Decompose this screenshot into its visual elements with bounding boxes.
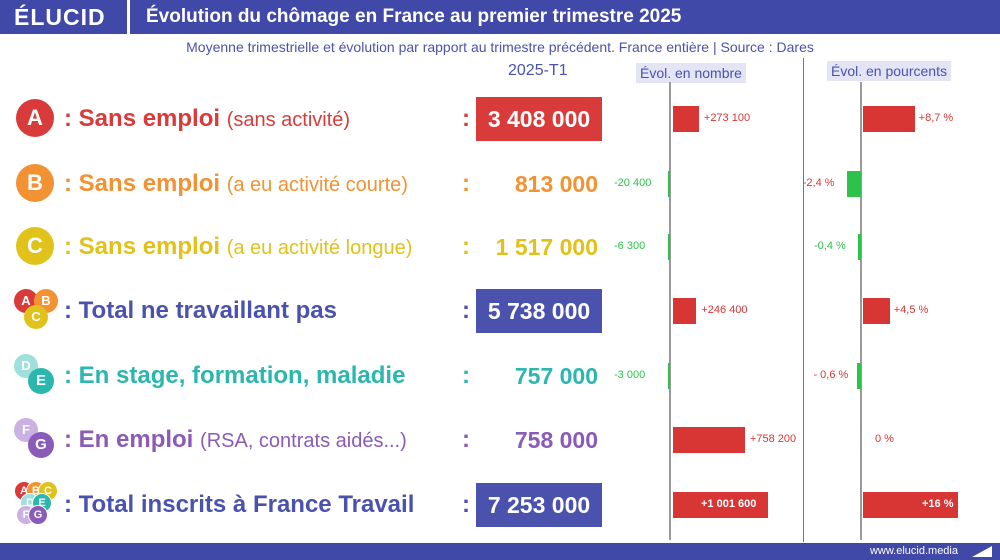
evol-pct-label: +4,5 % (893, 304, 929, 316)
evol-nombre-label: -20 400 (614, 177, 652, 189)
row-badge: C (14, 223, 60, 269)
evol-pct-bar (863, 492, 958, 518)
row-label-main: Sans emploi (78, 105, 221, 132)
row-label: : Sans emploi (a eu activité courte) (64, 170, 408, 197)
row-label-main: Total inscrits à France Travail (78, 491, 415, 518)
row-label-main: Total ne travaillant pas (78, 297, 337, 324)
row-label-sub: (sans activité) (226, 109, 351, 131)
evol-pct-label: -2,4 % (802, 177, 835, 189)
evol-nombre-bar (673, 492, 768, 518)
evol-pct-label: 0 % (875, 433, 894, 445)
row-value: 3 408 000 (476, 97, 602, 141)
evol-nombre-axis (669, 82, 671, 540)
row-badge: B (14, 160, 60, 206)
footer-bar: www.elucid.media (0, 543, 1000, 560)
row-label-main: En stage, formation, maladie (78, 362, 406, 389)
evol-nombre-label: -3 000 (614, 369, 646, 381)
evol-pct-label: +16 % (922, 498, 954, 510)
column-separator (803, 58, 804, 542)
row-label-sub: (a eu activité longue) (226, 237, 413, 259)
row-label: : En emploi (RSA, contrats aidés...) (64, 426, 407, 453)
footer-site: www.elucid.media (869, 545, 958, 557)
row-label-main: Sans emploi (78, 233, 221, 260)
row-colon: : (462, 362, 470, 389)
row-colon: : (462, 170, 470, 197)
row-colon: : (462, 105, 470, 132)
badge-letter-g: G (28, 432, 54, 458)
badge-letter-c: C (24, 305, 48, 329)
evol-nombre-bar (668, 363, 670, 389)
row-value: 813 000 (514, 171, 598, 197)
row-label: : Total ne travaillant pas (64, 297, 337, 324)
evol-nombre-bar (668, 234, 670, 260)
header-bar: ÉLUCID Évolution du chômage en France au… (0, 0, 1000, 34)
chart-subtitle: Moyenne trimestrielle et évolution par r… (186, 39, 814, 55)
badge-letter-g: G (28, 505, 48, 525)
elucid-logo-icon (972, 546, 992, 557)
evol-nombre-label: +1 001 600 (701, 498, 757, 510)
row-value: 7 253 000 (476, 483, 602, 527)
row-colon: : (462, 426, 470, 453)
table-row: A : Sans emploi (sans activité):3 408 000… (0, 95, 1000, 145)
badge-letter-a: A (16, 99, 54, 137)
chart-title: Évolution du chômage en France au premie… (146, 6, 682, 27)
row-badge: A (14, 95, 60, 141)
row-label: : Sans emploi (a eu activité longue) (64, 233, 413, 260)
evol-nombre-header: Évol. en nombre (636, 63, 746, 83)
evol-nombre-bar (673, 427, 745, 453)
evol-pct-axis (860, 82, 862, 540)
badge-letter-c: C (16, 227, 54, 265)
row-colon: : (462, 491, 470, 518)
row-label: : Sans emploi (sans activité) (64, 105, 351, 132)
evol-nombre-bar (668, 171, 670, 197)
badge-letter-e: E (28, 368, 54, 394)
row-colon: : (462, 233, 470, 260)
table-row: B : Sans emploi (a eu activité courte): 81… (0, 160, 1000, 210)
evol-pct-label: - 0,6 % (813, 369, 849, 381)
table-row: C : Sans emploi (a eu activité longue):1 … (0, 223, 1000, 273)
evol-pct-bar (863, 106, 915, 132)
row-label-sub: (RSA, contrats aidés...) (200, 430, 407, 452)
brand-logo: ÉLUCID (14, 4, 106, 30)
row-label: : En stage, formation, maladie (64, 362, 406, 389)
row-value: 5 738 000 (476, 289, 602, 333)
evol-pct-bar (863, 298, 890, 324)
evol-pct-label: -0,4 % (814, 240, 846, 252)
row-value: 758 000 (514, 427, 598, 453)
evol-nombre-label: -6 300 (614, 240, 646, 252)
row-label-sub: (a eu activité courte) (226, 174, 408, 196)
row-label-main: Sans emploi (78, 170, 221, 197)
row-value: 757 000 (514, 363, 598, 389)
logo-separator (127, 0, 130, 34)
evol-pct-bar (846, 171, 861, 197)
row-colon: : (462, 297, 470, 324)
row-label-main: En emploi (78, 426, 194, 453)
evol-nombre-bar (673, 298, 697, 324)
evol-nombre-label: +246 400 (701, 304, 748, 316)
evol-pct-bar (857, 363, 861, 389)
period-header: 2025-T1 (508, 62, 568, 79)
evol-pct-header: Évol. en pourcents (827, 61, 951, 81)
row-label: : Total inscrits à France Travail (64, 491, 415, 518)
evol-nombre-label: +758 200 (749, 433, 797, 445)
badge-letter-b: B (16, 164, 54, 202)
evol-nombre-bar (673, 106, 699, 132)
evol-pct-label: +8,7 % (918, 112, 954, 124)
evol-nombre-label: +273 100 (703, 112, 751, 124)
row-value: 1 517 000 (495, 234, 598, 260)
evol-pct-bar (858, 234, 861, 260)
